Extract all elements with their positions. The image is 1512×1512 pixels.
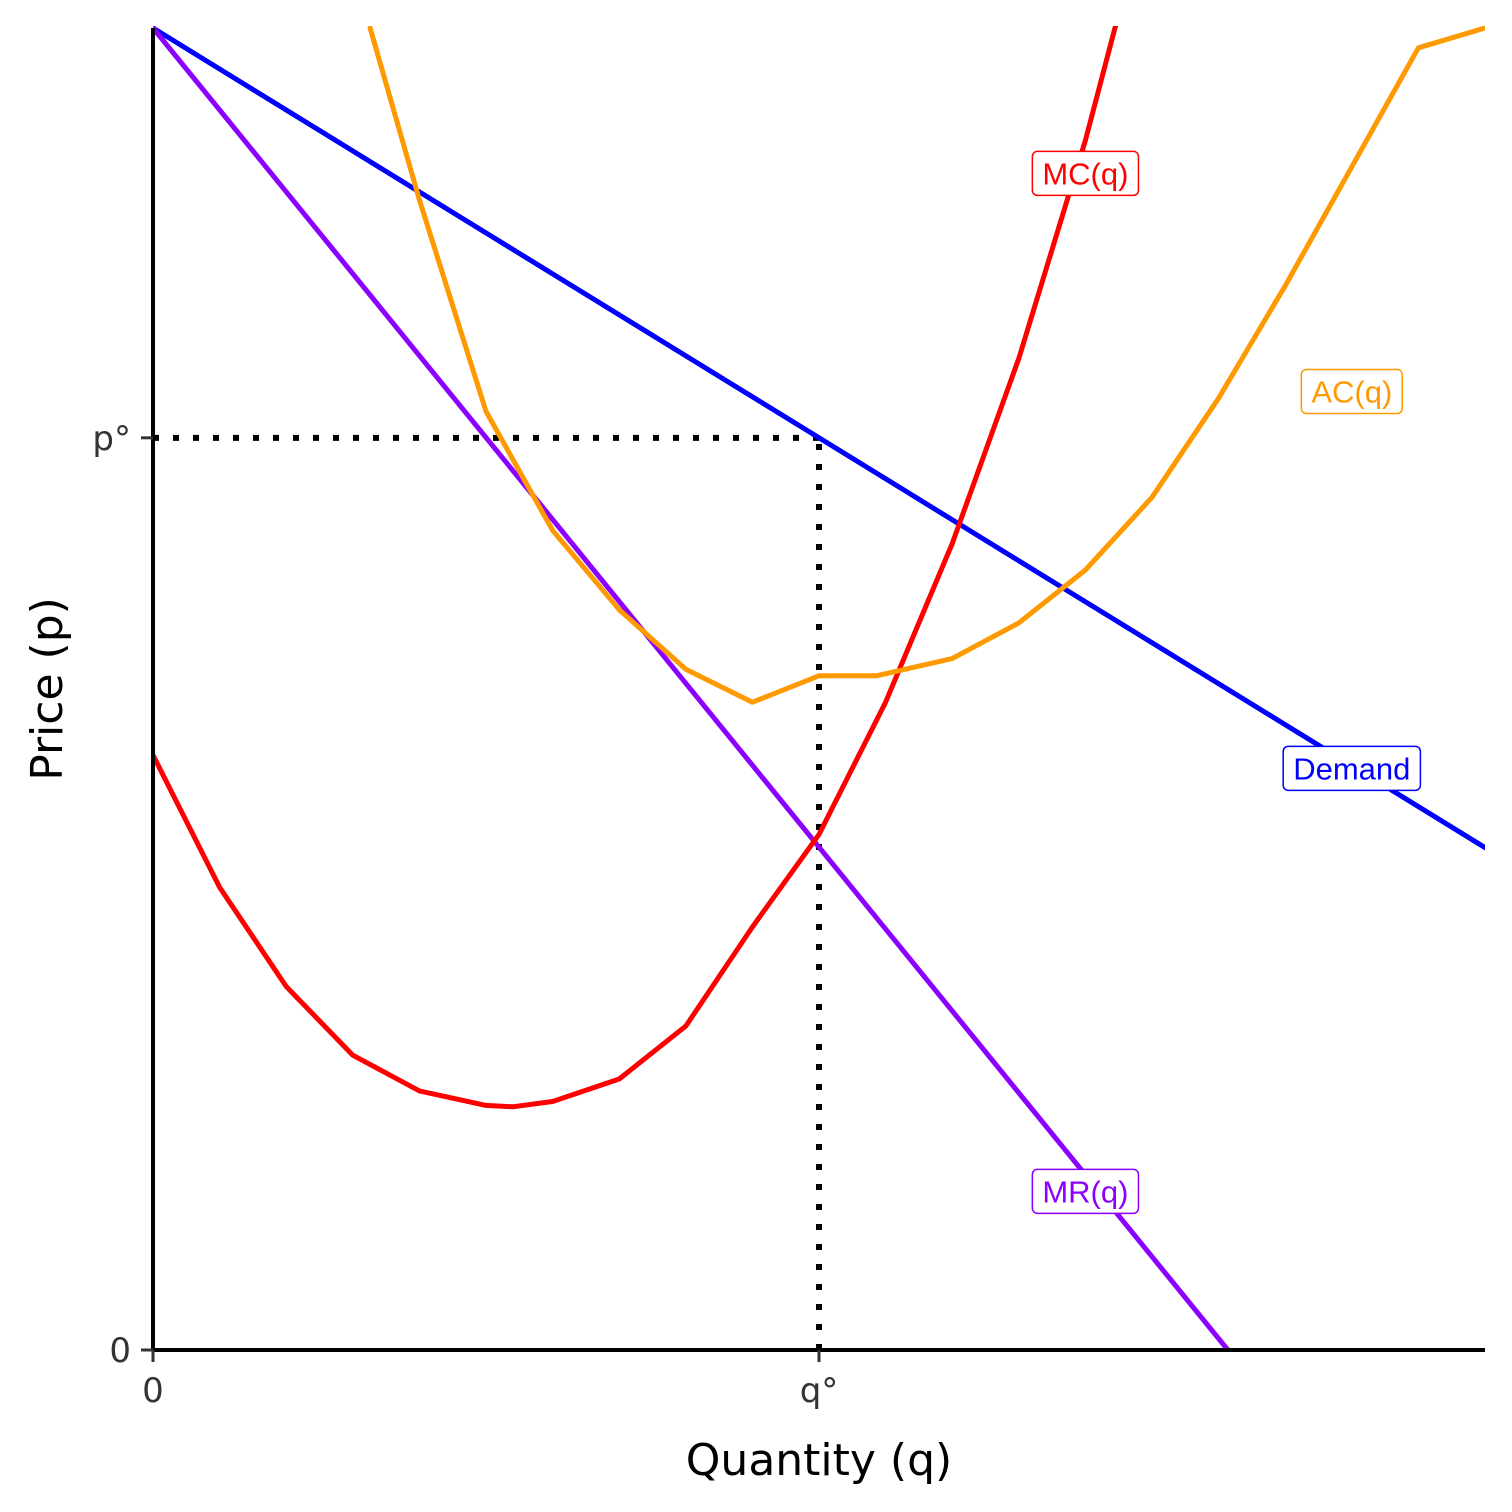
y-tick-label: 0 [109, 1331, 131, 1371]
series-line-demand [153, 26, 1485, 851]
x-tick-label: q° [800, 1371, 839, 1411]
svg-text:MR(q): MR(q) [1042, 1174, 1128, 1209]
svg-text:MC(q): MC(q) [1042, 156, 1128, 191]
y-tick-label: p° [92, 419, 131, 459]
series-line-mr-q [153, 26, 1231, 1352]
svg-text:AC(q): AC(q) [1311, 375, 1392, 410]
x-tick-label: 0 [142, 1371, 164, 1411]
curve-label-demand: Demand [1282, 745, 1422, 792]
curve-labels: MC(q) AC(q) Demand MR(q) [1031, 150, 1422, 1215]
svg-text:Demand: Demand [1293, 751, 1410, 786]
series-layer [153, 26, 1485, 1352]
curve-label-mr-q: MR(q) [1031, 1168, 1140, 1215]
series-line-ac-q [367, 26, 1485, 705]
curve-label-mc-q: MC(q) [1031, 150, 1140, 197]
ticks-layer: 0 q° 0 p° [92, 419, 838, 1411]
reference-lines [153, 434, 822, 1350]
series-line-mc-q [153, 26, 1119, 1110]
curve-label-ac-q: AC(q) [1300, 368, 1404, 415]
y-axis-title: Price (p) [22, 597, 73, 781]
x-axis-title: Quantity (q) [686, 1435, 952, 1486]
